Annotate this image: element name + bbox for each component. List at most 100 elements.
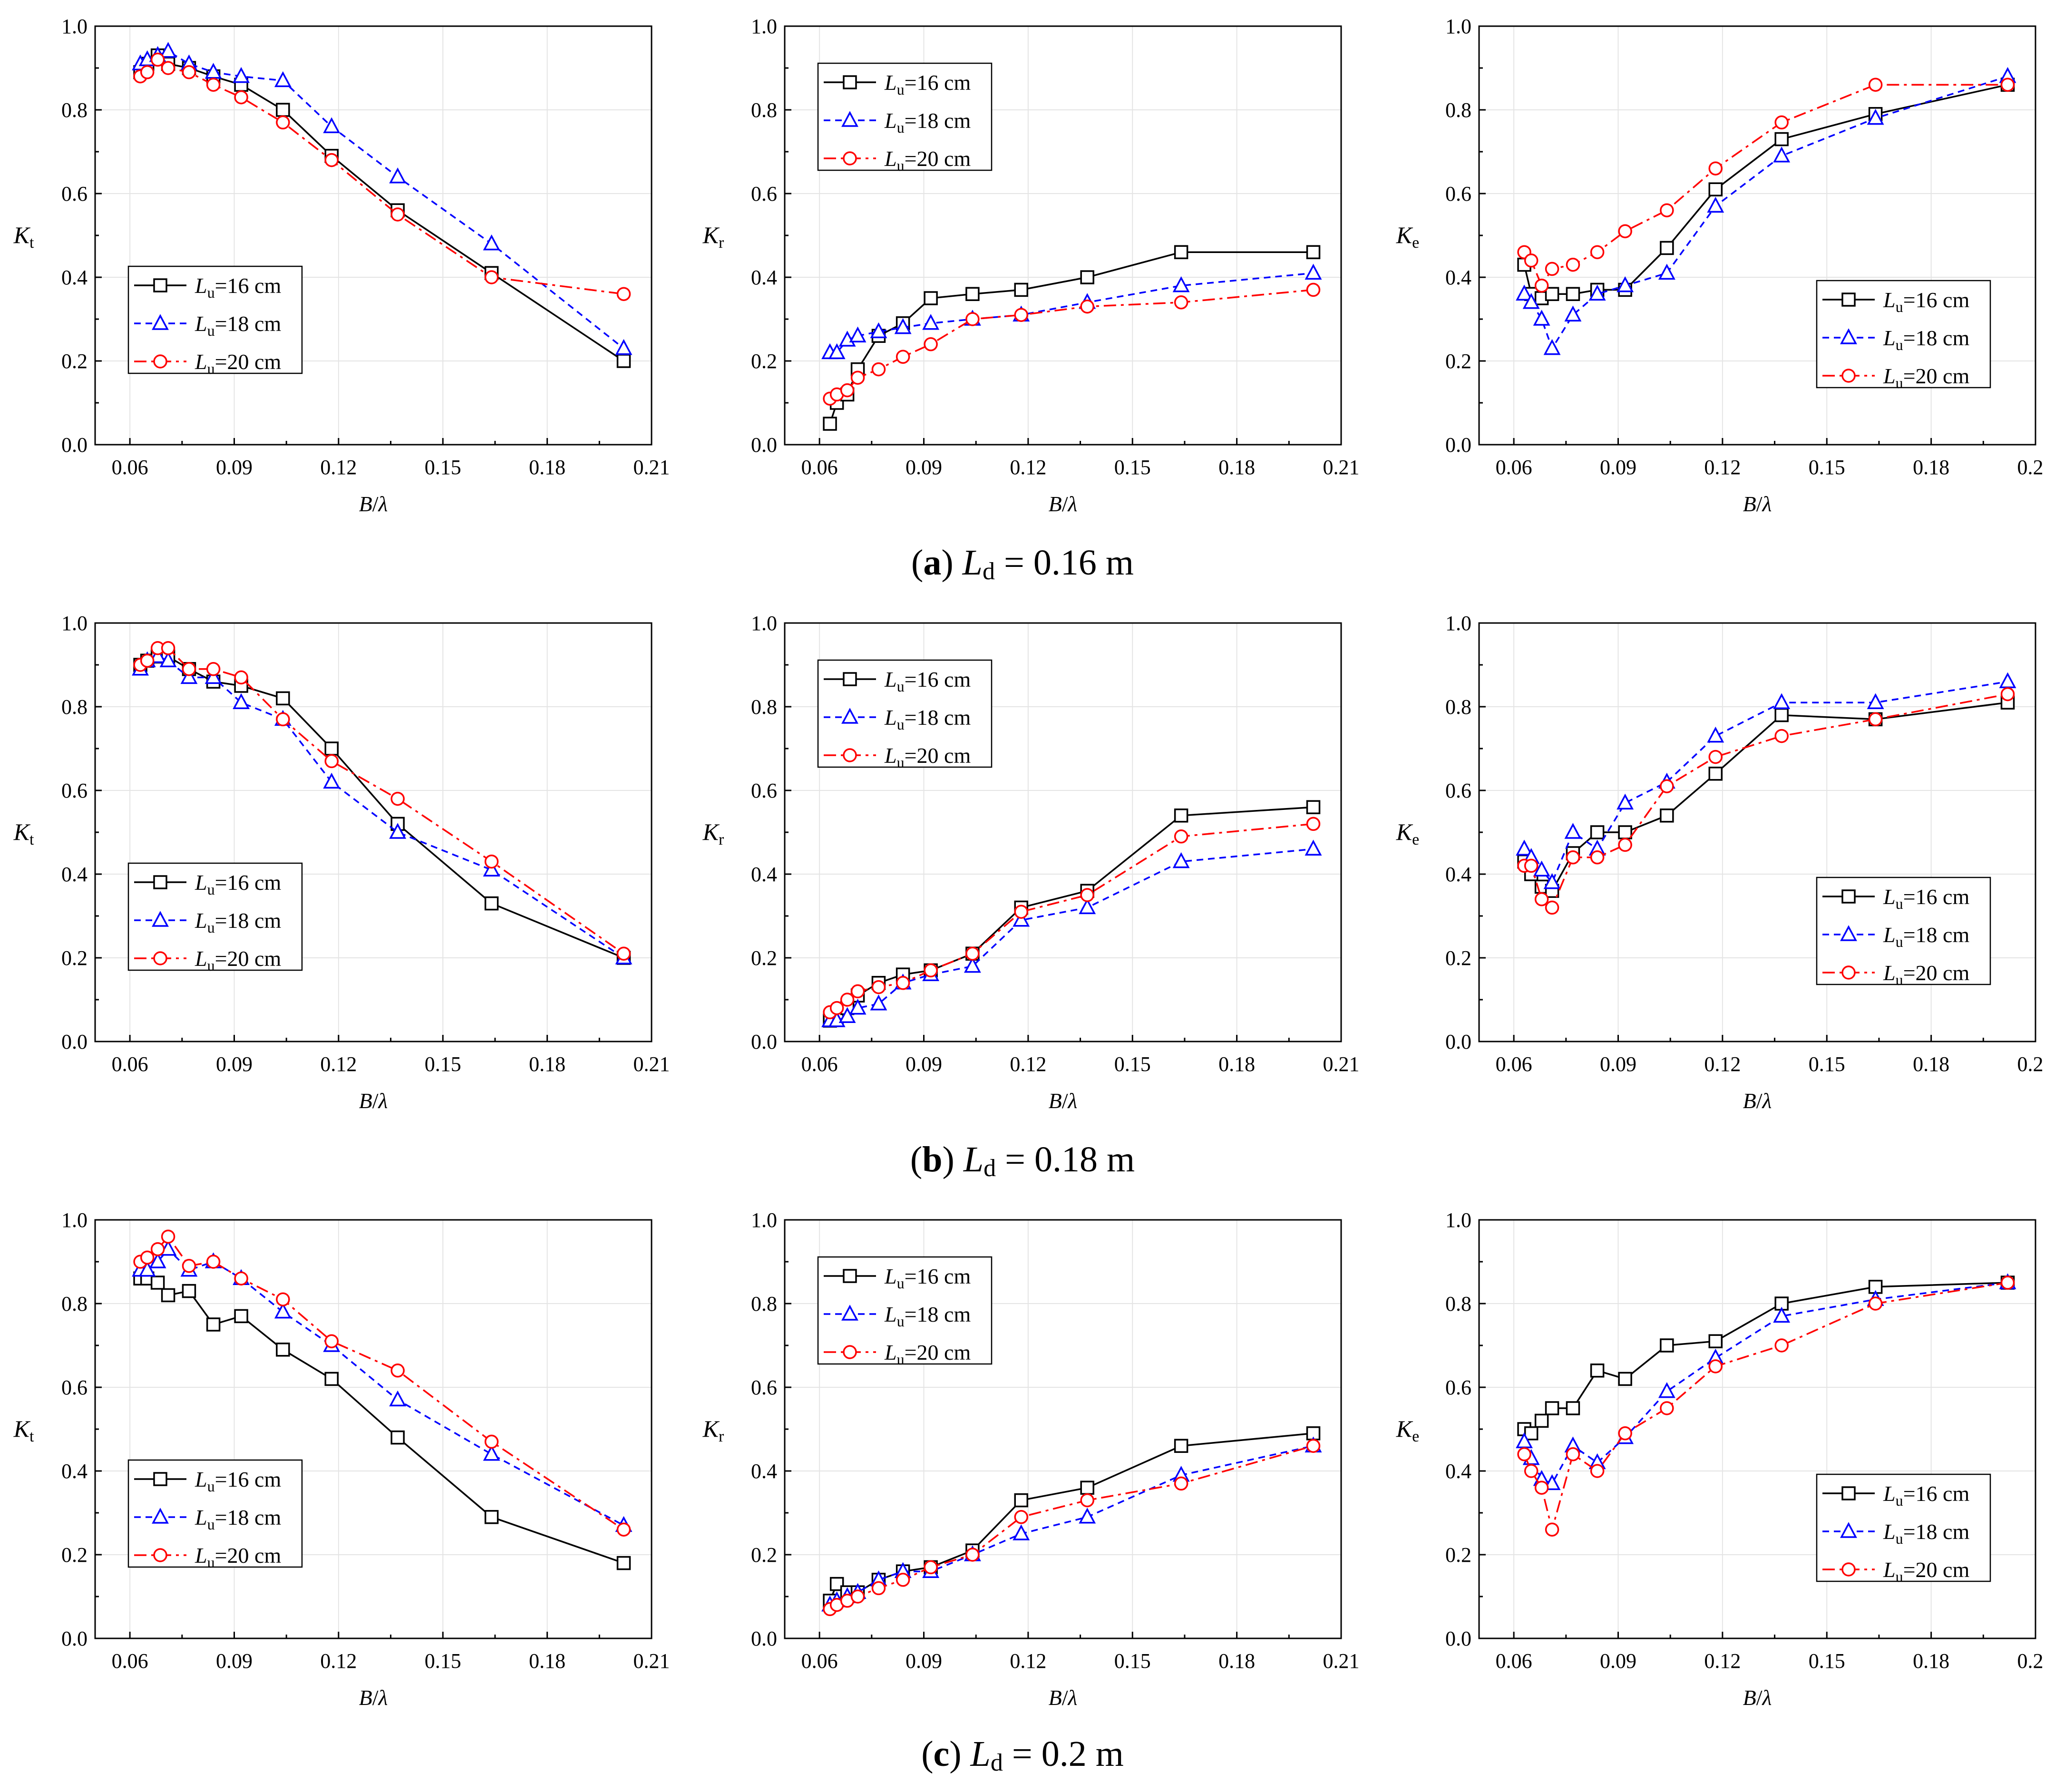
x-tick-label: 0.21 [633,456,670,479]
y-tick-label: 0.4 [61,863,88,886]
data-point [486,1511,498,1523]
x-tick-label: 0.06 [112,1052,148,1076]
data-point [1525,859,1538,872]
y-tick-label: 0.4 [751,1460,777,1483]
y-tick-label: 1.0 [751,612,777,635]
data-point [235,1310,247,1322]
data-point [391,1432,404,1444]
y-axis-label: Kr [702,222,724,252]
data-point [1566,825,1580,838]
series-1 [824,801,1319,1027]
data-point [1081,1481,1093,1494]
x-tick-label: 0.06 [801,1649,838,1673]
x-tick-label: 0.15 [1809,456,1845,479]
data-point [1080,1510,1094,1523]
data-point [618,1557,630,1569]
data-point [1708,198,1723,212]
data-point [852,985,864,997]
data-point [1307,818,1320,830]
y-tick-label: 0.8 [61,98,88,122]
data-point [1709,162,1722,175]
data-point [1546,1523,1558,1536]
data-point [152,1276,164,1289]
data-point [1567,1448,1579,1461]
series-line [830,849,1313,1021]
chart-a-Ke: 0.060.090.120.150.180.210.00.20.40.60.81… [1396,15,2045,516]
y-tick-label: 0.4 [61,1460,88,1483]
y-axis-label: Kr [702,818,724,848]
y-tick-label: 1.0 [61,15,88,38]
data-point [1545,341,1559,354]
legend-marker [844,152,856,165]
y-tick-label: 0.8 [751,1292,777,1315]
legend-marker [1842,1563,1855,1576]
legend-marker [844,76,856,88]
y-tick-label: 0.4 [61,266,88,289]
data-point [1661,809,1673,822]
series-line [830,273,1313,352]
legend-marker [1842,966,1855,979]
data-point [183,1260,195,1272]
data-point [1546,263,1558,275]
y-tick-label: 0.4 [1445,863,1471,886]
data-point [852,1590,864,1603]
y-tick-label: 0.4 [751,863,777,886]
data-point [1775,709,1788,721]
data-point [925,338,937,351]
data-point [1175,1440,1188,1452]
data-point [141,1251,154,1264]
data-point [141,66,154,78]
y-axis-label: Kt [13,222,34,252]
x-tick-label: 0.21 [633,1649,670,1673]
x-tick-label: 0.06 [1496,456,1532,479]
data-point [1775,133,1788,146]
series-1 [1518,696,2014,897]
data-point [1661,242,1673,254]
data-point [1709,183,1722,195]
series-line [140,59,623,294]
data-point [1660,265,1674,279]
data-point [1870,1297,1882,1310]
x-tick-label: 0.21 [2017,1052,2045,1076]
data-point [1525,1465,1538,1477]
x-tick-label: 0.12 [320,1649,357,1673]
data-point [141,654,154,667]
y-tick-label: 1.0 [1445,1208,1471,1232]
series-1 [1518,1276,2014,1440]
data-point [1619,1373,1631,1385]
series-2 [823,1438,1320,1610]
data-point [2001,674,2015,687]
data-point [2002,1276,2014,1289]
data-point [618,1523,630,1536]
data-point [841,993,854,1006]
x-tick-label: 0.18 [529,456,565,479]
y-axis-label: Kt [13,818,34,848]
x-tick-label: 0.18 [529,1649,565,1673]
x-tick-label: 0.09 [1600,1649,1636,1673]
x-tick-label: 0.12 [1704,456,1741,479]
data-point [1307,801,1320,813]
y-tick-label: 1.0 [751,1208,777,1232]
row-a-caption: (a) Ld = 0.16 m [0,542,2045,585]
y-tick-label: 0.2 [1445,946,1471,970]
x-tick-label: 0.15 [1809,1052,1845,1076]
data-point [1175,1477,1188,1490]
y-tick-label: 0.0 [1445,433,1471,457]
y-tick-label: 1.0 [751,15,777,38]
data-point [1708,729,1723,742]
y-tick-label: 0.8 [61,695,88,719]
y-tick-label: 0.6 [751,182,777,205]
data-point [1619,838,1631,851]
x-tick-label: 0.15 [425,456,461,479]
data-point [824,418,836,430]
x-tick-label: 0.09 [1600,1052,1636,1076]
data-point [831,1002,843,1014]
chart-b-Ke: 0.060.090.120.150.180.210.00.20.40.60.81… [1396,612,2045,1113]
series-2 [823,841,1320,1026]
row-c-caption: (c) Ld = 0.2 m [0,1734,2045,1777]
series-line [830,252,1313,424]
x-tick-label: 0.12 [1704,1649,1741,1673]
